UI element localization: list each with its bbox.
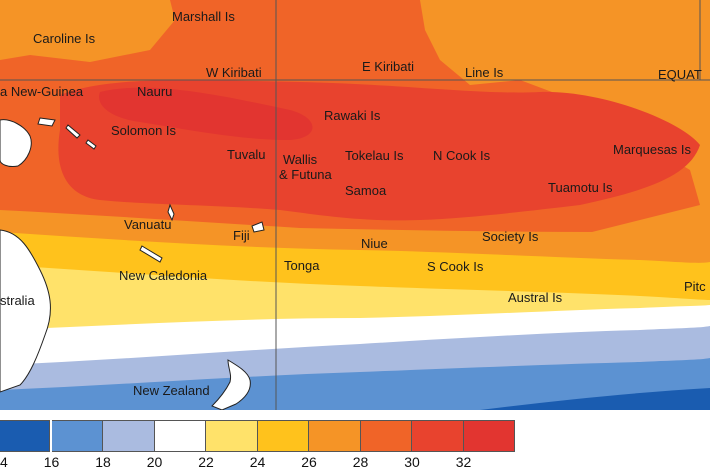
band-32-plus [99,87,313,140]
label-nauru: Nauru [137,84,173,99]
legend-tick: 26 [301,454,317,470]
label-society-is: Society Is [482,229,539,244]
sst-map [0,0,710,410]
legend-swatch [257,420,309,452]
legend-tick: 30 [404,454,420,470]
legend-swatch [154,420,206,452]
label-rawaki-is: Rawaki Is [324,108,381,123]
color-legend: 4 16 18 20 22 24 26 28 30 32 [0,416,710,473]
legend-swatch [412,420,464,452]
australia-land [0,229,51,393]
label-tuvalu: Tuvalu [227,147,266,162]
label-niue: Niue [361,236,388,251]
label-n-cook-is: N Cook Is [433,148,491,163]
solomon-land [65,124,97,150]
label-s-cook-is: S Cook Is [427,259,484,274]
label-e-kiribati: E Kiribati [362,59,415,74]
legend-tick: 16 [43,454,60,470]
label-fiji: Fiji [233,228,250,243]
png-land [0,119,32,167]
band-28-left [0,0,175,62]
band-16-18 [0,358,710,410]
label-marquesas-is: Marquesas Is [613,142,692,157]
label-new-caledonia: New Caledonia [119,268,208,283]
legend-tick: 32 [455,454,472,470]
label-wallis: Wallis [283,152,318,167]
label-pitcairn: Pitc [684,279,706,294]
label-futuna: & Futuna [279,167,332,182]
band-26-28-east [420,0,710,300]
legend-tick: 28 [352,454,369,470]
label-vanuatu: Vanuatu [124,217,172,232]
label-equator: EQUAT [658,67,702,82]
label-solomon-is: Solomon Is [111,123,177,138]
label-papua-new-guinea: a New-Guinea [0,84,84,99]
legend-tick: 24 [249,454,266,470]
legend-tick: 18 [95,454,111,470]
legend-tick: 4 [0,454,8,470]
label-austral-is: Austral Is [508,290,563,305]
new-britain-land [37,117,56,127]
legend-swatch [206,420,258,452]
label-w-kiribati: W Kiribati [206,65,262,80]
legend-swatch [360,420,412,452]
label-marshall-is: Marshall Is [172,9,235,24]
label-australia: stralia [0,293,35,308]
band-below-16 [480,388,710,410]
label-new-zealand: New Zealand [133,383,210,398]
legend-swatch [0,420,50,452]
label-tokelau-is: Tokelau Is [345,148,404,163]
vanuatu-land [167,203,175,222]
legend-tick: 22 [198,454,214,470]
legend-swatch [309,420,361,452]
legend-swatch [51,420,103,452]
label-tuamotu-is: Tuamotu Is [548,180,613,195]
fiji-land [251,221,265,233]
new-zealand-land [211,359,251,410]
new-caledonia-land [139,245,163,263]
label-line-is: Line Is [465,65,504,80]
sst-contour-map [0,0,710,410]
legend-swatch [463,420,515,452]
label-tonga: Tonga [284,258,320,273]
legend-tick: 20 [146,454,163,470]
label-samoa: Samoa [345,183,387,198]
legend-swatch [103,420,155,452]
label-caroline-is: Caroline Is [33,31,96,46]
